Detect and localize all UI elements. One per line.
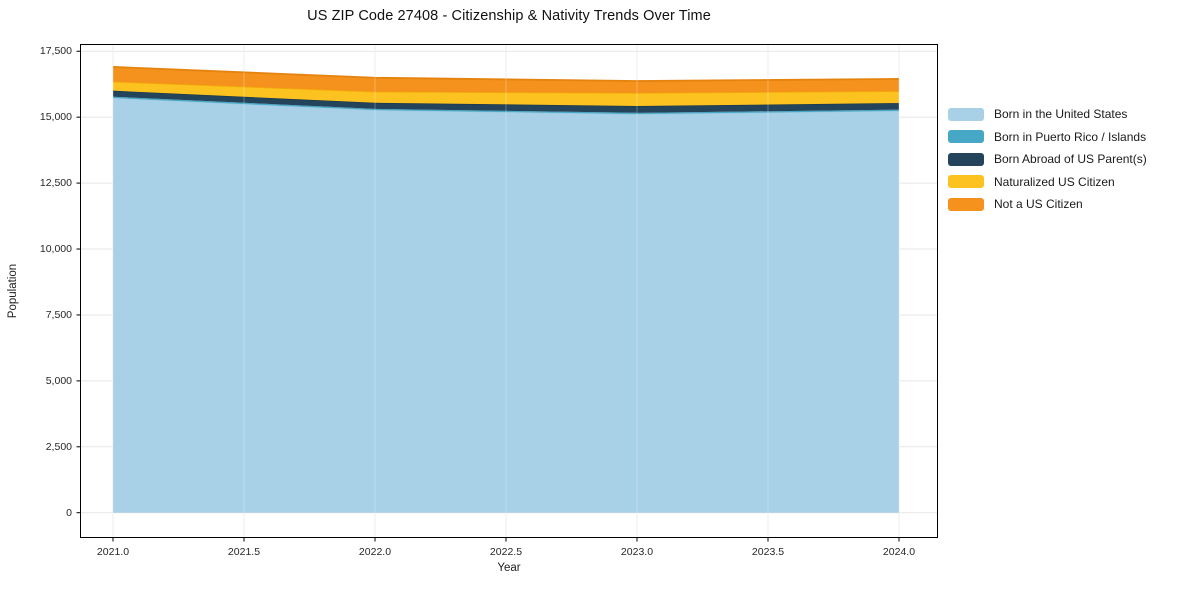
legend-item-born-in-the-united-states: Born in the United States (948, 103, 1147, 126)
y-tick-label: 15,000 (39, 111, 72, 124)
x-tick-label: 2021.5 (227, 546, 261, 558)
x-tick-label: 2023.5 (751, 546, 785, 558)
legend-item-not-a-us-citizen: Not a US Citizen (948, 193, 1147, 216)
x-tick-label: 2021.0 (96, 546, 130, 558)
area-band-born-in-the-united-states (112, 97, 899, 513)
legend-label: Born in the United States (994, 107, 1128, 122)
y-tick-label: 12,500 (39, 177, 72, 190)
x-tick-label: 2023.0 (620, 546, 654, 558)
legend-item-born-abroad-of-us-parent-s: Born Abroad of US Parent(s) (948, 148, 1147, 171)
y-tick-label: 0 (66, 506, 72, 519)
legend-item-naturalized-us-citizen: Naturalized US Citizen (948, 171, 1147, 194)
x-tick-label: 2024.0 (882, 546, 916, 558)
legend-item-born-in-puerto-rico-islands: Born in Puerto Rico / Islands (948, 126, 1147, 149)
legend-label: Born in Puerto Rico / Islands (994, 129, 1147, 144)
band-edge-not-a-us-citizen (112, 66, 899, 82)
legend-swatch-icon (948, 107, 984, 121)
area-band-naturalized-us-citizen (112, 81, 899, 106)
legend-swatch-icon (948, 197, 984, 211)
chart-title: US ZIP Code 27408 - Citizenship & Nativi… (307, 8, 711, 24)
legend-swatch-icon (948, 152, 984, 166)
legend-swatch-icon (948, 130, 984, 144)
legend-swatch-icon (948, 175, 984, 189)
plot-area (76, 44, 938, 542)
x-tick-label: 2022.0 (358, 546, 392, 558)
y-tick-label: 7,500 (45, 308, 72, 321)
legend-label: Born Abroad of US Parent(s) (994, 152, 1147, 167)
y-axis-label: Population (7, 263, 19, 319)
y-tick-label: 17,500 (39, 45, 72, 58)
legend-label: Not a US Citizen (994, 197, 1083, 212)
x-axis-label: Year (497, 562, 521, 574)
axes-frame (80, 44, 938, 538)
y-tick-label: 2,500 (45, 440, 72, 453)
x-tick-label: 2022.5 (489, 546, 523, 558)
y-tick-label: 5,000 (45, 374, 72, 387)
legend-label: Naturalized US Citizen (994, 174, 1115, 189)
area-band-born-abroad-of-us-parent-s (112, 90, 899, 113)
y-tick-label: 10,000 (39, 243, 72, 256)
legend: Born in the United States Born in Puerto … (948, 103, 1147, 216)
